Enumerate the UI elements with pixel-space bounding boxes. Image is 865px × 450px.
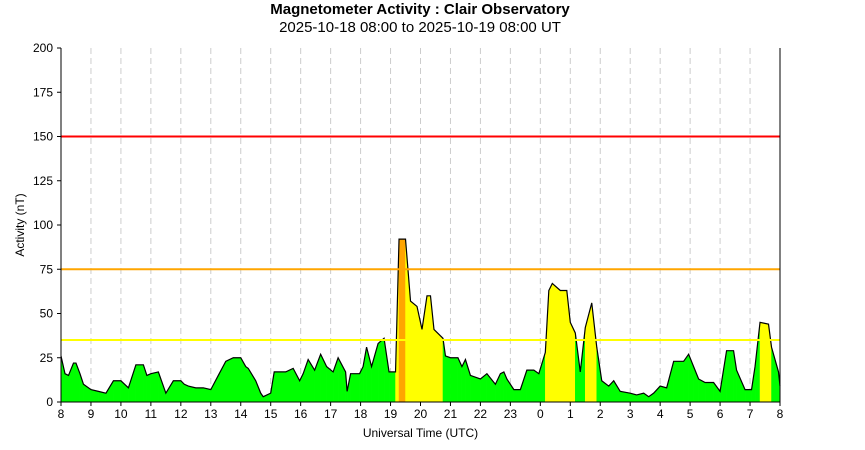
y-tick-label: 200 [33,41,53,55]
activity-area-segment [285,367,294,403]
activity-area-segment [704,382,714,403]
activity-area-segment [526,369,535,403]
activity-area-segment [683,353,689,403]
activity-area-segment [146,373,152,403]
activity-area-segment [371,343,379,403]
y-tick-label: 75 [40,262,54,276]
activity-area-segment [350,373,360,403]
x-tick-label: 8 [58,407,65,421]
activity-area-segment [184,383,189,403]
x-tick-label: 20 [414,407,428,421]
x-tick-label: 5 [687,407,694,421]
activity-area-segment [188,385,197,403]
activity-area-segment [744,389,752,403]
x-tick-label: 19 [384,407,398,421]
activity-area-segment [173,380,182,403]
x-tick-label: 18 [354,407,368,421]
x-tick-label: 17 [324,407,338,421]
activity-area-segment [613,379,621,403]
x-axis-label: Universal Time (UTC) [363,426,478,440]
activity-area-segment [195,387,204,403]
y-tick-label: 150 [33,130,53,144]
activity-area-segment [538,352,546,403]
activity-area-segment [486,372,496,403]
x-tick-label: 10 [114,407,128,421]
activity-area-segment [673,361,684,403]
x-tick-label: 1 [567,407,574,421]
activity-area-segment [245,366,249,403]
x-tick-label: 15 [264,407,278,421]
activity-area-segment [398,238,406,403]
y-tick-label: 50 [40,307,54,321]
y-tick-label: 125 [33,174,53,188]
x-tick-label: 14 [234,407,248,421]
activity-area-segment [585,302,593,403]
activity-area-segment [426,295,431,403]
activity-area-segment [416,306,423,403]
activity-area-segment [500,371,505,403]
x-tick-label: 12 [174,407,188,421]
activity-area-segment [659,385,667,403]
x-tick-label: 4 [657,407,664,421]
x-tick-label: 22 [474,407,488,421]
x-tick-label: 9 [88,407,95,421]
activity-area-segment [73,362,77,403]
x-tick-label: 0 [537,407,544,421]
y-tick-label: 25 [40,351,54,365]
activity-area-segment [225,357,234,403]
activity-area-segment [150,371,159,403]
activity-area-segment [410,300,418,403]
x-tick-label: 23 [504,407,518,421]
activity-area-segment [233,357,241,403]
x-tick-label: 11 [145,407,158,421]
x-tick-label: 8 [777,407,784,421]
activity-area-segment [64,373,69,403]
y-tick-label: 100 [33,218,53,232]
activity-area-segment [273,371,286,403]
activity-area-segment [653,385,661,403]
y-tick-label: 175 [33,85,53,99]
activity-area-segment [135,364,144,403]
chart-subtitle: 2025-10-18 08:00 to 2025-10-19 08:00 UT [279,19,561,36]
activity-area-segment [570,322,576,403]
activity-area-segment [326,366,334,403]
y-axis-label: Activity (nT) [13,193,27,256]
activity-area-segment [759,322,769,403]
activity-area-segment [470,375,481,403]
activity-area-segment [726,350,734,403]
y-tick-label: 0 [46,395,53,409]
activity-area-segment [548,283,553,403]
activity-area-segment [533,369,540,403]
activity-area-segment [713,381,721,403]
activity-area-segment [552,282,561,403]
x-tick-label: 13 [204,407,218,421]
activity-area-segment [513,389,521,403]
x-tick-label: 2 [597,407,604,421]
activity-area-segment [445,355,451,403]
activity-area-segment [113,380,122,403]
activity-area-segment [771,347,779,403]
x-tick-label: 16 [294,407,308,421]
chart-title: Magnetometer Activity : Clair Observator… [270,1,570,18]
activity-area-segment [377,337,385,403]
activity-area-segment [450,357,459,403]
x-tick-label: 21 [444,407,458,421]
x-tick-label: 3 [627,407,634,421]
activity-area-segment [591,302,598,403]
activity-area-segment [203,387,212,403]
activity-area-segment [388,371,396,403]
x-tick-label: 7 [747,407,754,421]
activity-area-segment [560,290,568,403]
x-tick-label: 6 [717,407,724,421]
activity-line [60,238,781,398]
